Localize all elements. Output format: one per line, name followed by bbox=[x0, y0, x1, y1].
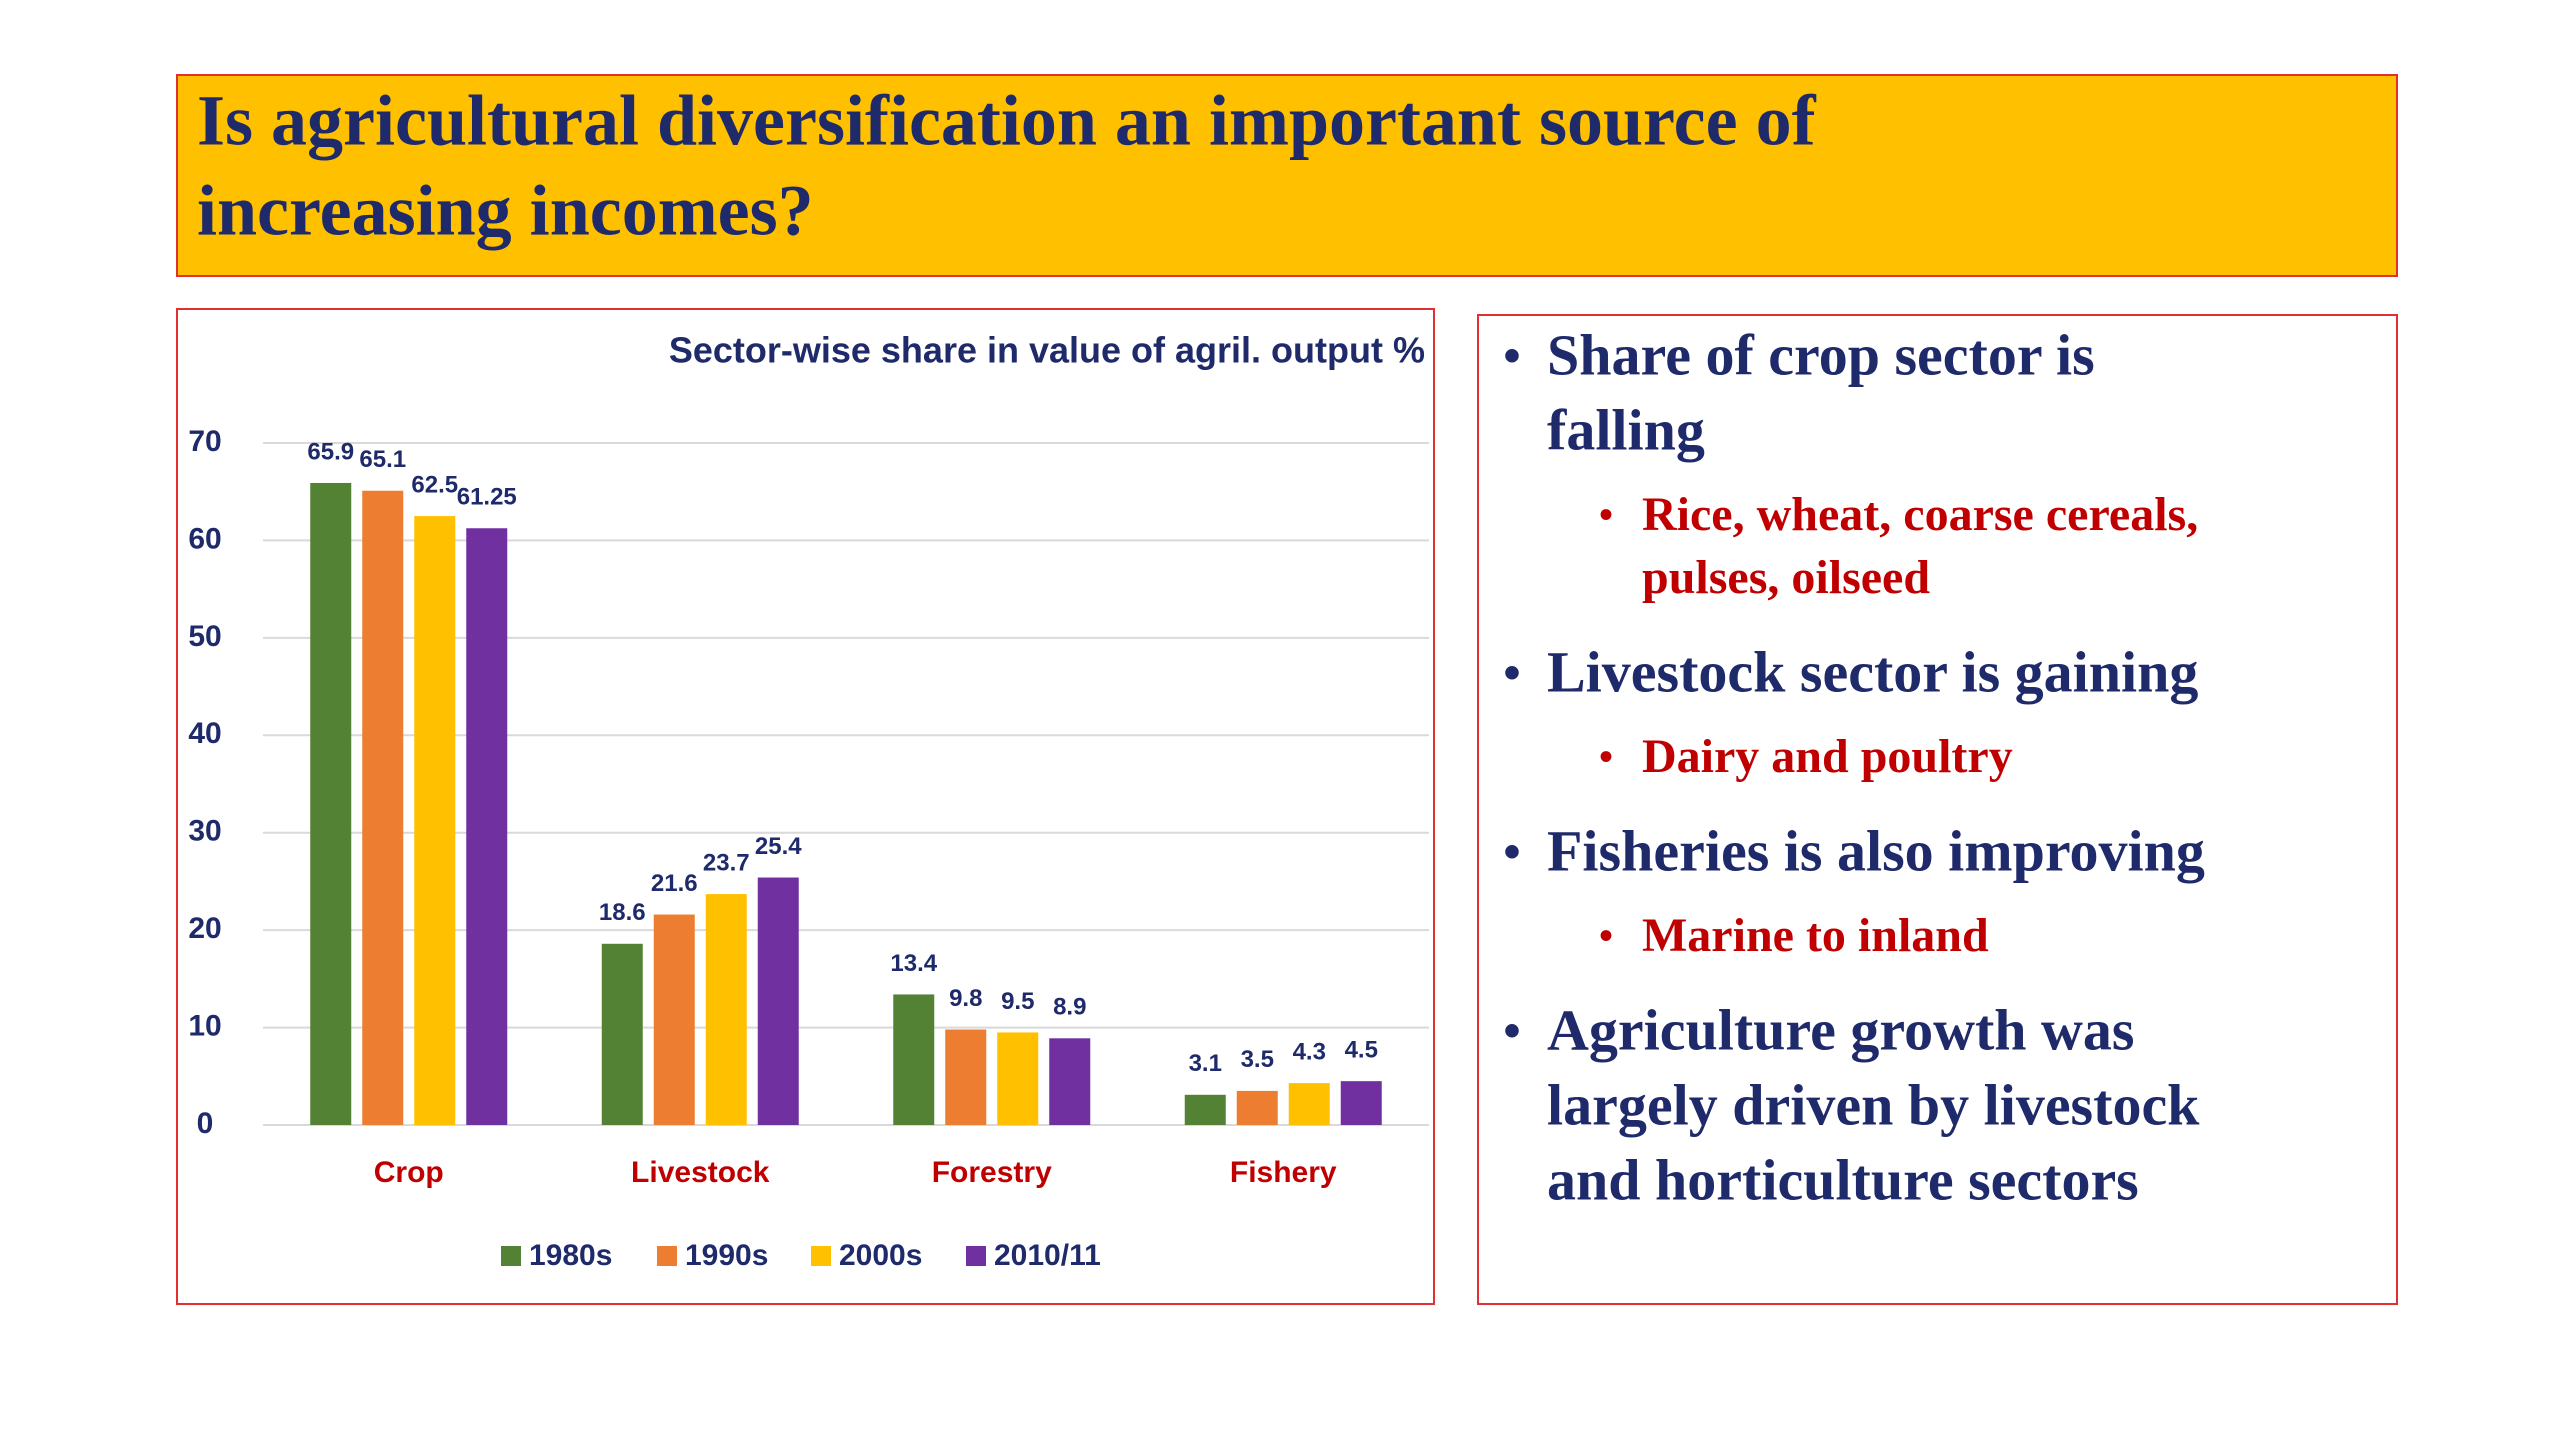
bar bbox=[1288, 1083, 1330, 1125]
bar bbox=[997, 1032, 1039, 1125]
data-label: 62.5 bbox=[411, 471, 458, 498]
bar bbox=[601, 943, 643, 1125]
bar bbox=[310, 482, 352, 1126]
y-tick-label: 10 bbox=[188, 1009, 221, 1042]
data-label: 13.4 bbox=[890, 950, 937, 977]
data-label: 3.1 bbox=[1189, 1050, 1222, 1077]
bar bbox=[1184, 1094, 1226, 1125]
legend-label: 1990s bbox=[685, 1239, 768, 1272]
bullet-marker: • bbox=[1503, 823, 1521, 879]
data-label: 3.5 bbox=[1241, 1046, 1274, 1073]
slide-title: Is agricultural diversification an impor… bbox=[197, 81, 1817, 161]
bar bbox=[893, 994, 935, 1125]
bullet-text: Agriculture growth was bbox=[1547, 997, 2134, 1062]
bullet-text: and horticulture sectors bbox=[1547, 1147, 2139, 1212]
slide-title: increasing incomes? bbox=[197, 171, 814, 251]
data-label: 23.7 bbox=[703, 849, 750, 876]
y-tick-label: 50 bbox=[188, 620, 221, 653]
legend-swatch bbox=[966, 1246, 986, 1266]
data-label: 65.1 bbox=[359, 446, 406, 473]
bullet-text: Fisheries is also improving bbox=[1547, 818, 2205, 883]
sub-bullet-marker: • bbox=[1599, 492, 1613, 537]
data-label: 9.8 bbox=[949, 985, 982, 1012]
data-label: 65.9 bbox=[307, 438, 354, 465]
y-tick-label: 0 bbox=[197, 1107, 214, 1140]
bar bbox=[1340, 1081, 1382, 1125]
y-tick-label: 70 bbox=[188, 425, 221, 458]
bar bbox=[757, 877, 799, 1125]
data-label: 4.3 bbox=[1293, 1038, 1326, 1065]
bar bbox=[705, 894, 747, 1125]
x-tick-label: Fishery bbox=[1230, 1156, 1337, 1189]
data-label: 18.6 bbox=[599, 899, 646, 926]
data-label: 9.5 bbox=[1001, 988, 1034, 1015]
bar bbox=[466, 528, 508, 1125]
chart-title: Sector-wise share in value of agril. out… bbox=[669, 330, 1425, 371]
legend-label: 2000s bbox=[839, 1239, 922, 1272]
bar bbox=[414, 516, 456, 1125]
bullet-text: largely driven by livestock bbox=[1547, 1072, 2200, 1137]
data-label: 4.5 bbox=[1345, 1037, 1378, 1064]
y-tick-label: 30 bbox=[188, 815, 221, 848]
x-tick-label: Livestock bbox=[631, 1156, 770, 1189]
bullet-text: Share of crop sector is bbox=[1547, 322, 2095, 387]
sub-bullet-marker: • bbox=[1599, 913, 1613, 958]
bullet-text: Livestock sector is gaining bbox=[1547, 639, 2198, 704]
bar bbox=[362, 490, 404, 1125]
bullet-text: falling bbox=[1547, 397, 1705, 462]
x-tick-label: Forestry bbox=[932, 1156, 1052, 1189]
legend-label: 2010/11 bbox=[994, 1239, 1101, 1272]
legend-swatch bbox=[811, 1246, 831, 1266]
legend-swatch bbox=[657, 1246, 677, 1266]
y-tick-label: 20 bbox=[188, 912, 221, 945]
bullet-marker: • bbox=[1503, 644, 1521, 700]
bullet-marker: • bbox=[1503, 327, 1521, 383]
bar bbox=[945, 1029, 987, 1125]
sub-bullet-marker: • bbox=[1599, 734, 1613, 779]
y-tick-label: 40 bbox=[188, 717, 221, 750]
legend-swatch bbox=[501, 1246, 521, 1266]
bar bbox=[653, 914, 695, 1125]
data-label: 61.25 bbox=[457, 484, 517, 511]
data-label: 8.9 bbox=[1053, 994, 1086, 1021]
bullet-marker: • bbox=[1503, 1002, 1521, 1058]
sub-bullet-text: pulses, oilseed bbox=[1642, 551, 1930, 604]
x-tick-label: Crop bbox=[374, 1156, 444, 1189]
bar bbox=[1049, 1038, 1091, 1125]
title-box bbox=[176, 74, 2398, 277]
legend-label: 1980s bbox=[529, 1239, 612, 1272]
bullet-box bbox=[1477, 314, 2398, 1305]
y-tick-label: 60 bbox=[188, 522, 221, 555]
data-label: 21.6 bbox=[651, 870, 698, 897]
sub-bullet-text: Rice, wheat, coarse cereals, bbox=[1642, 488, 2198, 541]
data-label: 25.4 bbox=[755, 833, 802, 860]
sub-bullet-text: Marine to inland bbox=[1642, 909, 1989, 962]
bar bbox=[1236, 1090, 1278, 1125]
sub-bullet-text: Dairy and poultry bbox=[1642, 730, 2013, 783]
